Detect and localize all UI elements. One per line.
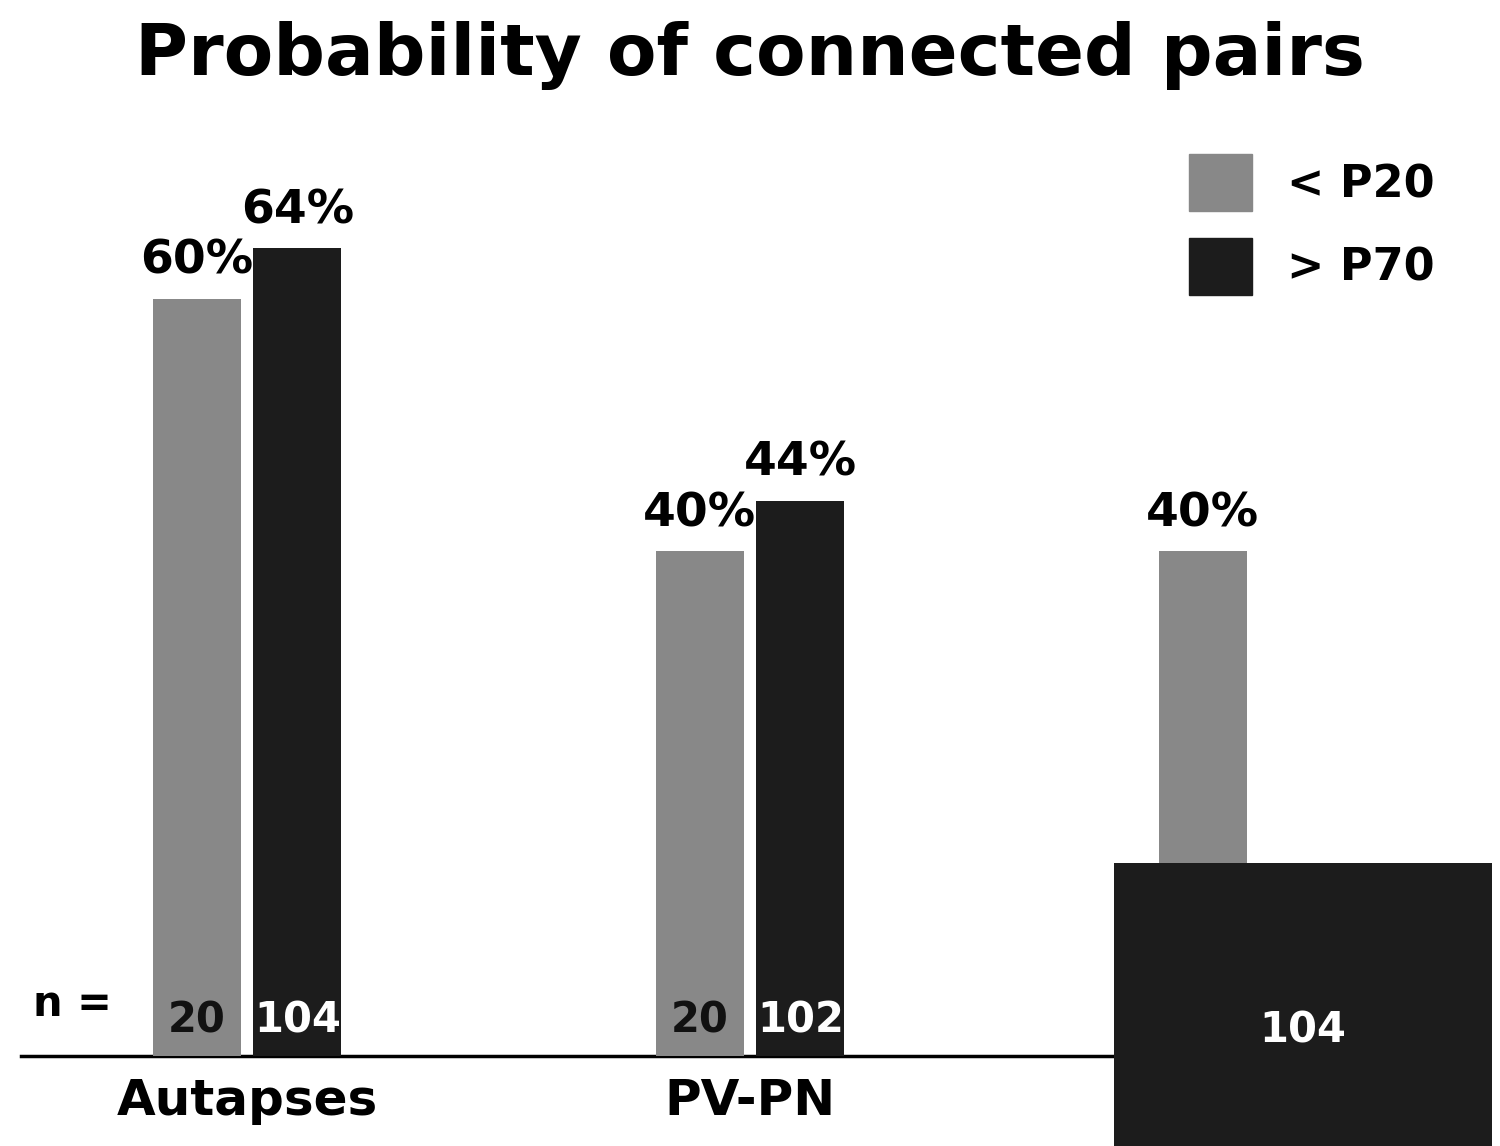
Text: 60%: 60% (141, 238, 254, 284)
Text: 64%: 64% (242, 188, 354, 234)
Title: Probability of connected pairs: Probability of connected pairs (135, 21, 1365, 89)
Bar (254, 249, 342, 1057)
Text: 40%: 40% (1146, 492, 1258, 536)
Bar (153, 299, 242, 1057)
Text: 20: 20 (670, 999, 729, 1042)
Bar (1158, 551, 1246, 1057)
Bar (1258, 994, 1347, 1057)
Text: 5%: 5% (1263, 933, 1344, 978)
Text: n =: n = (33, 983, 128, 1025)
Text: 20: 20 (1173, 999, 1232, 1042)
Legend: < P20, > P70: < P20, > P70 (1167, 132, 1456, 317)
Text: 40%: 40% (644, 492, 756, 536)
Text: 102: 102 (758, 999, 843, 1042)
Bar (756, 501, 844, 1057)
Bar (656, 551, 744, 1057)
Text: 104: 104 (254, 999, 340, 1042)
Text: 104: 104 (1260, 1010, 1347, 1051)
Text: 44%: 44% (744, 441, 856, 486)
Text: 20: 20 (168, 999, 226, 1042)
